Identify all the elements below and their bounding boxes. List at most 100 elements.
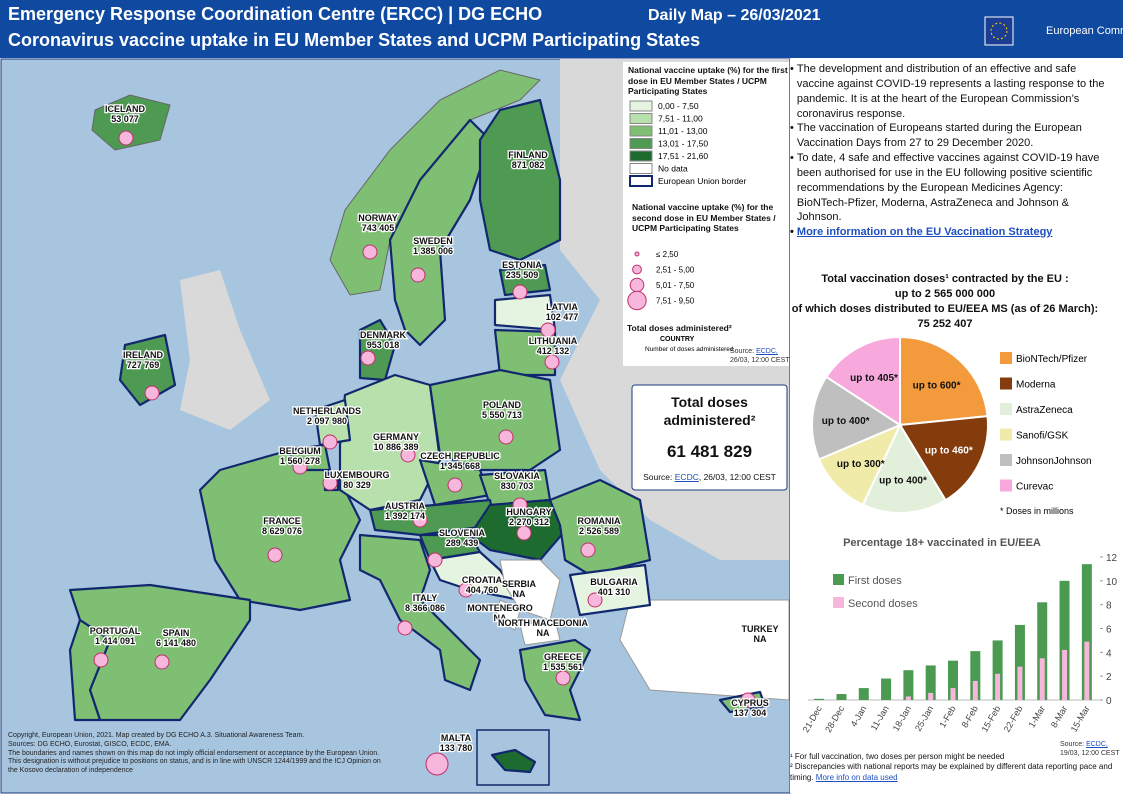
bar	[814, 698, 825, 700]
country-bubble	[544, 354, 560, 370]
portugal	[68, 618, 112, 722]
legend-label: Second doses	[848, 598, 918, 610]
source-link[interactable]: ECDC,	[1086, 741, 1108, 748]
italy	[358, 533, 482, 692]
country-name: MONTENEGRO	[467, 603, 533, 613]
header-subtitle: Coronavirus vaccine uptake in EU Member …	[8, 30, 700, 50]
pie-slice	[824, 335, 901, 427]
copyright-line: The boundaries and names shown on this m…	[8, 749, 381, 775]
pie-slice	[898, 415, 989, 502]
legend-label: First doses	[848, 575, 902, 587]
legend-label: 5,01 - 7,50	[656, 281, 695, 290]
serbia	[499, 559, 561, 621]
source-date: , 26/03, 12:00 CEST	[698, 472, 776, 482]
bar	[858, 688, 869, 700]
country-doses: NA	[754, 634, 767, 644]
source-date: 19/03, 12:00 CEST	[1060, 750, 1120, 758]
country-doses: 289 439	[446, 538, 479, 548]
country-doses: 871 082	[512, 160, 545, 170]
country-doses: 53 077	[111, 114, 139, 124]
bar	[836, 694, 847, 700]
country-name: FINLAND	[508, 150, 548, 160]
legend-label: 2,51 - 5,00	[656, 266, 695, 275]
country-name: GERMANY	[373, 432, 419, 442]
country-doses: 133 780	[440, 743, 473, 753]
logo-text: European Commission	[1046, 25, 1123, 37]
pie-slice	[861, 422, 947, 514]
country-doses: 743 405	[362, 223, 395, 233]
legend-swatch	[629, 175, 653, 187]
country-name: NETHERLANDS	[293, 406, 361, 416]
bar	[1039, 658, 1045, 700]
source-date: 26/03, 12:00 CEST	[730, 357, 790, 365]
slice-label: up to 400*	[879, 475, 927, 486]
legend-label: 11,01 - 13,00	[658, 126, 708, 136]
country-bubble	[740, 692, 756, 708]
country-name: SLOVAKIA	[494, 471, 540, 481]
north-macedonia	[519, 619, 561, 646]
country-bubble	[118, 130, 134, 146]
bar	[970, 651, 981, 700]
bullet: • More information on the EU Vaccination…	[790, 226, 1053, 239]
y-tick-label: 0	[1106, 696, 1112, 707]
estonia	[498, 263, 552, 297]
info-link[interactable]: More information on the EU Vaccination S…	[796, 226, 1053, 239]
country-bubble	[412, 512, 428, 528]
eu-stars	[990, 22, 1008, 40]
header-bar	[0, 0, 1123, 58]
country-name: BULGARIA	[590, 577, 638, 587]
legend-swatch	[629, 138, 653, 149]
country-doses: 6 141 480	[156, 638, 196, 648]
pie-slice	[811, 375, 903, 461]
copyright-line: Sources: DG ECHO, Eurostat, GISCO, ECDC,…	[8, 740, 172, 748]
country-name: TURKEY	[741, 624, 778, 634]
pie-note: * Doses in millions	[1000, 506, 1074, 516]
country-doses: 102 477	[546, 312, 579, 322]
legend-label: European Union border	[658, 176, 747, 186]
country-name: PORTUGAL	[90, 626, 141, 636]
sweden	[388, 118, 492, 347]
country-name: NORWAY	[358, 213, 398, 223]
contracts-line: Total vaccination doses¹ contracted by t…	[821, 273, 1069, 285]
country-bubble	[267, 547, 283, 563]
country-name: SLOVENIA	[439, 528, 486, 538]
country-name: CYPRUS	[731, 698, 769, 708]
y-tick-label: 10	[1106, 577, 1118, 588]
legend-label: Sanofi/GSK	[1016, 431, 1069, 442]
legend-example: COUNTRY	[660, 336, 695, 343]
country-doses: 1 392 174	[385, 511, 425, 521]
country-name: ESTONIA	[502, 260, 542, 270]
legend-bubble	[629, 277, 645, 293]
country-doses: 830 703	[501, 481, 534, 491]
legend-label: JohnsonJohnson	[1016, 456, 1092, 467]
country-name: BELGIUM	[279, 446, 321, 456]
country-bubble	[447, 477, 463, 493]
legend-panel	[623, 62, 789, 366]
legend-swatch	[629, 150, 653, 162]
slice-label: up to 405*	[850, 373, 898, 384]
total-box	[631, 384, 788, 491]
legend-label: 13,01 - 17,50	[658, 139, 708, 149]
country-bubble	[540, 322, 556, 338]
country-bubble	[580, 542, 596, 558]
source-link[interactable]: ECDC	[674, 472, 699, 482]
country-doses: 401 310	[598, 587, 631, 597]
country-doses: NA	[537, 628, 550, 638]
malta-inset	[476, 729, 550, 786]
bullet-text: The development and distribution of an e…	[796, 63, 1105, 120]
source-link[interactable]: ECDC,	[756, 348, 778, 355]
header-title: Emergency Response Coordination Centre (…	[8, 4, 542, 24]
country-bubble	[322, 434, 338, 450]
footnote-link[interactable]: More info on data used	[815, 772, 898, 782]
bar	[995, 673, 1001, 700]
bullet: • The vaccination of Europeans started d…	[790, 121, 1115, 151]
legend-swatch	[629, 113, 653, 124]
country-doses: 727 769	[127, 360, 160, 370]
finland	[478, 98, 562, 262]
bar	[1017, 666, 1023, 700]
legend-swatch	[1000, 428, 1012, 441]
slice-label: up to 300*	[837, 459, 885, 470]
header-date: Daily Map – 26/03/2021	[648, 7, 821, 24]
legend-label: ≤ 2,50	[656, 250, 679, 259]
malta	[490, 748, 537, 774]
